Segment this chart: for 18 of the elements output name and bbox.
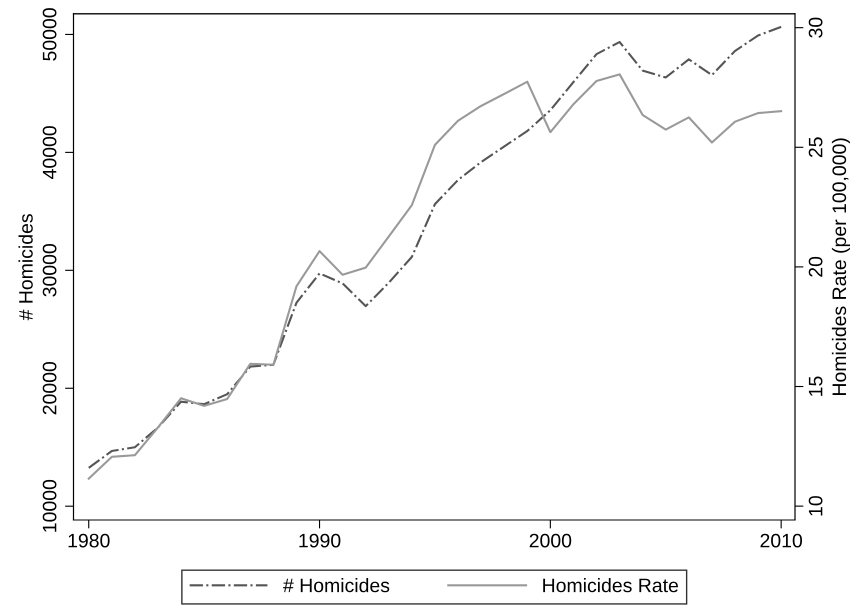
y2-axis-title: Homicides Rate (per 100,000) [832,138,850,395]
y2-tick-label: 25 [808,137,822,158]
y2-tick-label: 10 [808,496,822,516]
y2-tick-label: 30 [808,18,822,38]
y-tick-label: 40000 [42,126,56,179]
legend-label: Homicides Rate [543,578,678,592]
y-axis-title: # Homicides [18,214,33,320]
y-tick-label: 30000 [42,244,56,297]
x-tick-label: 1990 [299,534,340,548]
legend-label: # Homicides [283,578,390,592]
y-tick-label: 20000 [42,362,56,414]
y2-tick-label: 15 [808,376,822,396]
y-tick-label: 10000 [42,480,56,532]
x-tick-label: 2000 [530,534,572,548]
x-tick-label: 2010 [760,534,802,548]
y-tick-label: 50000 [42,8,56,61]
y2-tick-label: 20 [808,256,822,277]
x-tick-label: 1980 [68,534,110,548]
